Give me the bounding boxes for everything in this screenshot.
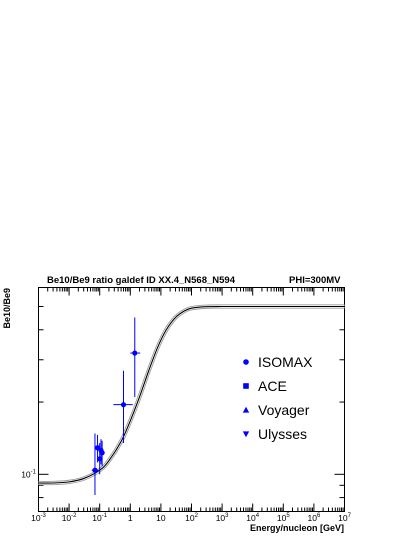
y-axis-label: Be10/Be9 [2,288,12,329]
model-curve-group [38,304,345,486]
x-tick-label: 102 [185,513,198,523]
x-tick-label: 10 [156,513,166,523]
legend-marker-circle [243,359,249,365]
data-point [92,467,98,473]
x-tick-label: 107 [338,513,351,523]
x-tick-label: 105 [277,513,290,523]
legend-marker-square [243,383,249,389]
data-point [97,456,103,462]
x-tick-label: 106 [307,513,320,523]
axis-ticks: 10-3 10-2 10-1 1 10 102 103 104 105 106 107 10-1 [21,287,352,523]
data-points-group [91,317,141,496]
x-tick-label: 10-2 [62,513,77,523]
legend-marker-triangle-up [242,406,250,413]
model-curve [38,305,345,484]
x-tick-label: 10-3 [31,513,46,523]
legend-marker-triangle-down [242,431,250,438]
legend-label: Voyager [258,402,310,418]
data-point [132,350,138,356]
legend-label: Ulysses [258,426,307,442]
model-curve-band [38,304,345,486]
data-point [99,450,105,456]
model-curve-gap [38,305,345,485]
y-tick-label: 10-1 [21,469,36,479]
data-point [120,402,127,408]
x-tick-label: 10-1 [92,513,107,523]
chart-title-right: PHI=300MV [289,275,341,286]
x-tick-label: 104 [246,513,259,523]
x-tick-label: 103 [216,513,229,523]
chart-title: Be10/Be9 ratio galdef ID XX.4_N568_N594 [47,275,236,286]
x-axis-label: Energy/nucleon [GeV] [250,523,344,533]
x-tick-label: 1 [128,513,133,523]
legend-label: ACE [258,378,287,394]
legend-label: ISOMAX [258,354,313,370]
legend: ISOMAX ACE Voyager Ulysses [242,354,313,442]
